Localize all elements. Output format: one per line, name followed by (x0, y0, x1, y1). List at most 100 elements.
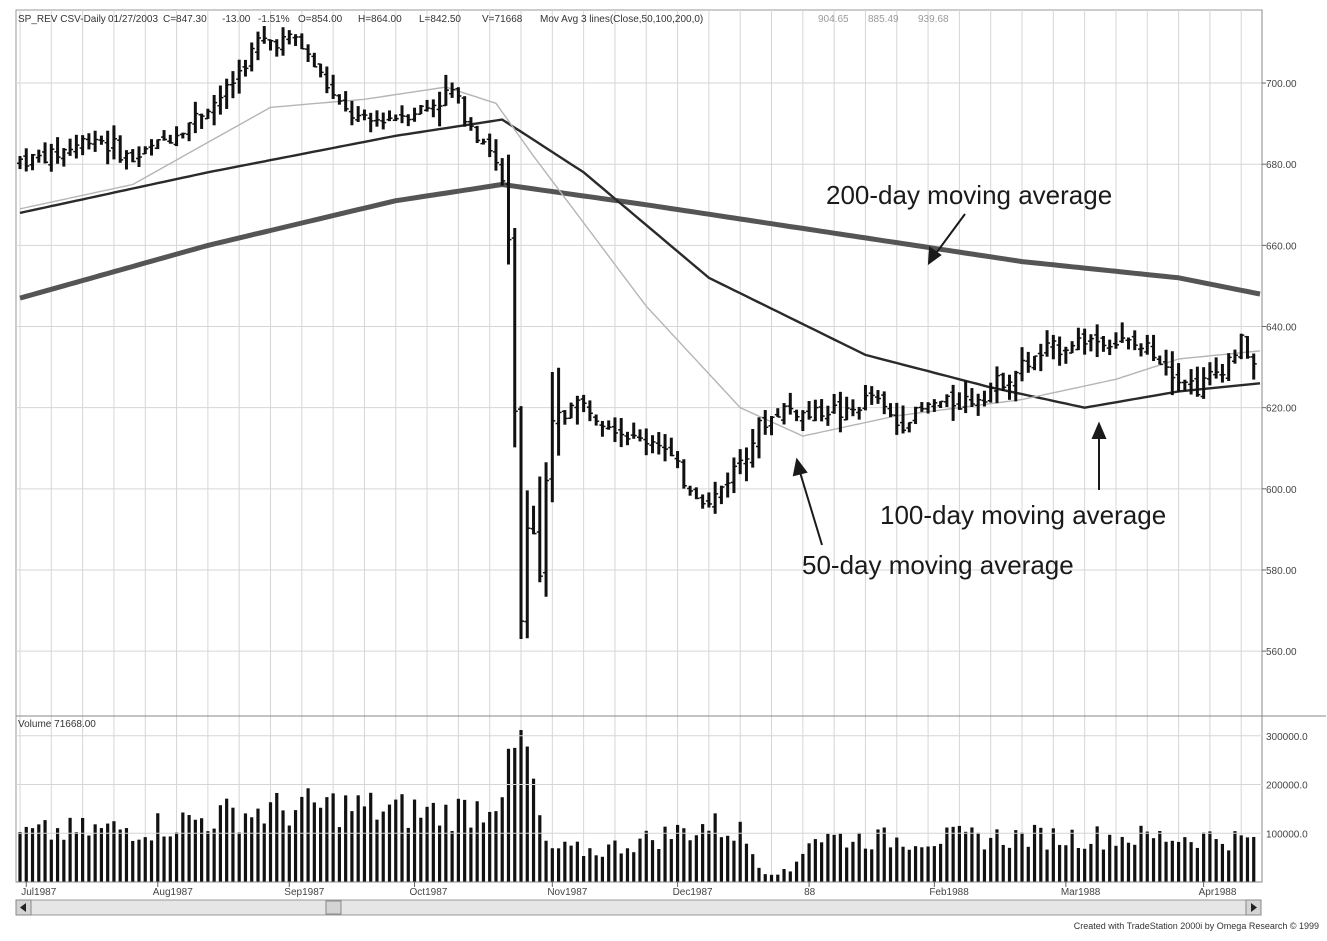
ohlc-bar (348, 100, 355, 126)
ohlc-bar (874, 390, 881, 404)
volume-bar (1208, 831, 1212, 882)
ohlc-bar (624, 431, 631, 446)
ohlc-bar (611, 417, 618, 443)
ohlc-bar (1231, 349, 1238, 364)
ohlc-bar (1169, 351, 1176, 396)
ohlc-bar (1000, 372, 1007, 391)
header-low: L=842.50 (419, 14, 461, 25)
volume-bar (293, 810, 298, 882)
volume-bar (519, 730, 523, 882)
volume-bar (456, 798, 460, 882)
ohlc-bar (981, 390, 988, 407)
x-tick-label: Sep1987 (284, 887, 324, 898)
ohlc-bar (993, 366, 1000, 404)
volume-bar (300, 796, 304, 882)
ohlc-bar (580, 394, 587, 413)
ohlc-bar (242, 59, 249, 77)
volume-bar (882, 827, 886, 882)
header-change: -13.00 (222, 14, 251, 25)
ohlc-bar (1144, 334, 1151, 355)
x-tick-label: Apr1988 (1199, 887, 1237, 898)
volume-bar (124, 828, 129, 882)
ohlc-bar (618, 418, 625, 448)
ohlc-bar (455, 87, 462, 104)
ohlc-bar (1250, 353, 1257, 380)
ma100-line (19, 118, 1261, 409)
ohlc-bar (950, 384, 957, 421)
volume-bar (106, 823, 110, 882)
ohlc-bar (893, 402, 900, 435)
volume-bar (450, 831, 454, 882)
ohlc-bar (73, 134, 80, 159)
ohlc-bar (724, 472, 731, 498)
ohlc-bar (511, 228, 518, 448)
volume-bar (506, 748, 511, 882)
ohlc-bar (843, 396, 850, 421)
volume-bar (118, 829, 122, 882)
ohlc-bar (1175, 363, 1182, 393)
arrow-200-day-head (927, 246, 942, 266)
ohlc-bar (60, 148, 67, 167)
ohlc-bar (605, 420, 612, 430)
ohlc-bar (92, 130, 99, 152)
ohlc-bar (918, 402, 925, 412)
volume-bar (769, 874, 774, 882)
scroll-right-icon (1251, 903, 1257, 912)
volume-bar (707, 830, 711, 882)
volume-bar (225, 798, 229, 882)
ohlc-bar (461, 96, 468, 127)
ohlc-bar (148, 139, 155, 156)
volume-bar (995, 829, 999, 882)
ohlc-bar (236, 59, 243, 94)
ohlc-bar (536, 476, 543, 583)
ohlc-bar (85, 133, 92, 150)
header-close: C=847.30 (163, 14, 207, 25)
volume-bar (406, 827, 410, 882)
volume-bar (738, 821, 742, 882)
volume-bar (1089, 843, 1093, 882)
ohlc-bar (555, 367, 562, 456)
volume-bar (1045, 849, 1049, 882)
volume-bar (744, 843, 749, 882)
volume-bar (1026, 846, 1030, 882)
ohlc-bar (806, 401, 813, 420)
ohlc-bar (292, 34, 299, 46)
scroll-thumb[interactable] (325, 900, 342, 915)
arrow-100-day-head (1091, 421, 1107, 439)
ohlc-bar (837, 391, 844, 433)
volume-bar (663, 826, 667, 882)
price-bars (17, 26, 1257, 639)
ohlc-bar (386, 110, 393, 122)
ohlc-bar (336, 94, 343, 105)
volume-bar (1051, 828, 1055, 882)
ohlc-bar (912, 406, 919, 425)
volume-bar (776, 874, 780, 882)
ohlc-bar (392, 114, 399, 122)
volume-bar (381, 811, 385, 882)
volume-tick-label: 200000.0 (1266, 781, 1308, 792)
ohlc-bar (23, 148, 30, 172)
ohlc-bar (424, 99, 431, 112)
arrow-200-day (933, 213, 966, 257)
volume-bar (838, 833, 843, 882)
ohlc-bar (1200, 367, 1207, 399)
volume-bar (1083, 848, 1087, 882)
volume-bar (1032, 824, 1037, 882)
volume-bar (575, 841, 579, 882)
horizontal-scrollbar[interactable] (15, 899, 1262, 916)
ohlc-bar (380, 112, 387, 130)
ohlc-bar (305, 44, 312, 62)
ohlc-bar (718, 485, 725, 505)
volume-bar (400, 794, 404, 882)
ohlc-bar (417, 104, 424, 115)
ohlc-bar (906, 421, 913, 433)
volume-bar (964, 831, 968, 882)
volume-bar (143, 837, 147, 882)
volume-bar (701, 824, 705, 882)
ohlc-bar (142, 146, 149, 155)
volume-bar (1195, 847, 1199, 882)
ohlc-bar (405, 114, 412, 127)
ohlc-bar (79, 135, 86, 156)
ohlc-bar (42, 142, 49, 164)
